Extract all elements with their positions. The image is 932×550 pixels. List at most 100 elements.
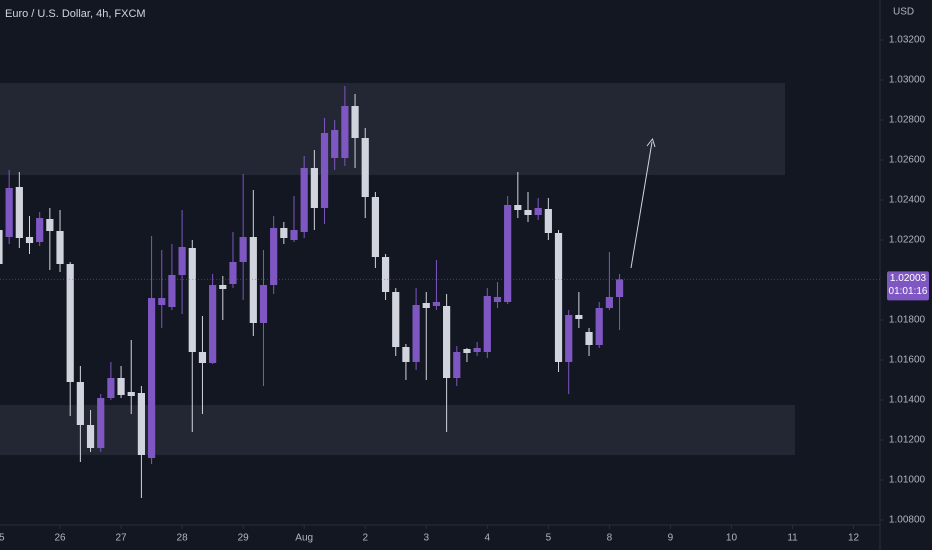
- candle-body: [158, 298, 166, 305]
- candle-body: [219, 285, 227, 289]
- candle-body: [56, 231, 64, 264]
- y-tick-label: 1.02600: [889, 155, 926, 166]
- y-tick-label: 1.02800: [889, 115, 926, 126]
- y-tick-label: 1.03000: [889, 75, 926, 86]
- candle-body: [290, 230, 298, 240]
- candle-body: [66, 264, 74, 382]
- candle-body: [351, 106, 359, 138]
- candle-body: [15, 187, 23, 238]
- candle-body: [341, 106, 349, 158]
- candle-body: [432, 302, 441, 306]
- candle-body: [107, 378, 115, 398]
- candle-body: [595, 308, 603, 345]
- candle-body: [25, 237, 34, 243]
- candle-body: [534, 208, 542, 215]
- x-tick-label: 10: [726, 533, 738, 544]
- x-tick-label: 26: [54, 533, 66, 544]
- candle-body: [76, 382, 84, 425]
- candle-body: [86, 425, 95, 448]
- candle-body: [463, 349, 471, 353]
- x-tick-label: 2: [362, 533, 368, 544]
- y-tick-label: 1.01800: [889, 315, 926, 326]
- y-tick-label: 1.01600: [889, 355, 926, 366]
- x-tick-label: 3: [423, 533, 429, 544]
- candle-body: [524, 210, 532, 215]
- candle-body: [0, 230, 3, 264]
- chart-title: Euro / U.S. Dollar, 4h, FXCM: [5, 8, 146, 20]
- candle-body: [137, 393, 146, 455]
- x-tick-label: Aug: [295, 533, 313, 544]
- candle-body: [259, 285, 268, 323]
- candle-body: [554, 233, 563, 362]
- countdown-label: 01:01:16: [889, 286, 928, 297]
- x-tick-label: 12: [848, 533, 860, 544]
- candle-body: [585, 332, 593, 345]
- projection-arrow: [630, 141, 653, 269]
- candle-body: [178, 247, 186, 275]
- candle-body: [544, 209, 552, 233]
- last-price-label: 1.02003: [890, 273, 927, 284]
- candle-body: [36, 218, 44, 242]
- candle-body: [361, 138, 369, 197]
- candle-body: [504, 205, 512, 302]
- candle-body: [331, 130, 339, 158]
- candle-body: [5, 188, 13, 237]
- y-tick-label: 1.00800: [889, 515, 926, 526]
- candle-body: [565, 315, 573, 362]
- y-tick-label: 1.03200: [889, 35, 926, 46]
- candle-body: [402, 347, 410, 362]
- x-tick-label: 29: [238, 533, 250, 544]
- candle-body: [371, 197, 379, 257]
- y-tick-label: 1.01200: [889, 435, 926, 446]
- candle-body: [239, 237, 247, 262]
- candle-body: [229, 262, 237, 284]
- x-tick-label: 8: [607, 533, 613, 544]
- y-tick-label: 1.02400: [889, 195, 926, 206]
- candle-body: [320, 133, 329, 208]
- candle-body: [147, 298, 156, 458]
- candle-body: [188, 248, 196, 352]
- candle-body: [392, 292, 400, 347]
- candle-body: [615, 279, 624, 297]
- candle-body: [300, 168, 308, 232]
- candle-body: [514, 205, 522, 210]
- y-tick-label: 1.01400: [889, 395, 926, 406]
- candle-body: [575, 315, 583, 319]
- candle-body: [209, 285, 217, 363]
- x-tick-label: 27: [116, 533, 128, 544]
- candle-body: [473, 348, 481, 352]
- y-tick-label: 1.02200: [889, 235, 926, 246]
- candle-body: [270, 228, 278, 285]
- candle-body: [422, 303, 430, 308]
- x-tick-label: 11: [787, 533, 798, 544]
- x-tick-label: 5: [546, 533, 552, 544]
- resistance-zone: [0, 83, 785, 175]
- candle-body: [97, 398, 105, 448]
- candle-body: [168, 275, 176, 307]
- plot-area: [0, 86, 880, 498]
- candle-body: [127, 392, 135, 396]
- candle-body: [493, 297, 502, 302]
- candle-body: [46, 219, 54, 231]
- candle-body: [198, 352, 207, 363]
- candle-body: [412, 305, 420, 362]
- support-zone: [0, 405, 795, 455]
- candle-body: [483, 296, 491, 352]
- candle-body: [443, 306, 451, 378]
- candle-body: [310, 168, 318, 208]
- arrow-head: [646, 137, 656, 148]
- x-tick-label: 4: [485, 533, 491, 544]
- y-axis-label: USD: [893, 7, 914, 18]
- candle-body: [381, 257, 390, 292]
- candle-body: [605, 297, 613, 308]
- candle-body: [249, 237, 257, 323]
- x-tick-label: 28: [177, 533, 189, 544]
- y-tick-label: 1.01000: [889, 475, 926, 486]
- candle-body: [453, 352, 461, 378]
- last-price-box: [887, 271, 929, 301]
- x-tick-label: 25: [0, 533, 5, 544]
- candle-body: [117, 378, 125, 395]
- candle-body: [280, 228, 288, 238]
